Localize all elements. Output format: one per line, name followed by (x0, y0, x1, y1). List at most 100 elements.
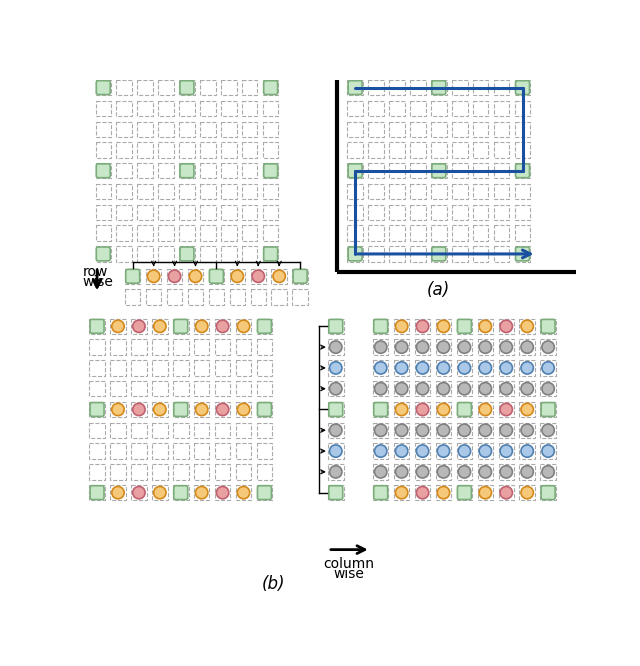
Bar (90, 444, 105, 459)
Circle shape (500, 320, 513, 332)
Bar (348, 204, 363, 220)
Bar (410, 204, 426, 220)
Bar (415, 381, 430, 396)
Bar (116, 121, 132, 137)
Bar (515, 226, 531, 241)
Bar (257, 381, 272, 396)
Bar (540, 318, 556, 334)
Bar (194, 422, 209, 438)
Bar (236, 444, 252, 459)
Bar (110, 485, 125, 500)
Bar (173, 464, 189, 480)
Bar (473, 80, 488, 95)
Bar (263, 184, 278, 199)
Bar (131, 340, 147, 355)
Bar (436, 464, 451, 480)
Bar (540, 381, 556, 396)
Circle shape (396, 404, 408, 416)
Bar (263, 143, 278, 158)
Bar (473, 226, 488, 241)
Bar (373, 402, 388, 417)
Bar (110, 402, 125, 417)
Circle shape (396, 382, 408, 395)
Bar (499, 444, 514, 459)
Bar (152, 402, 168, 417)
Circle shape (417, 382, 429, 395)
FancyBboxPatch shape (96, 81, 110, 95)
Circle shape (154, 320, 166, 332)
Bar (515, 184, 531, 199)
Bar (431, 204, 447, 220)
Circle shape (396, 341, 408, 353)
Bar (263, 163, 278, 178)
Circle shape (132, 486, 145, 499)
Bar (271, 268, 287, 284)
Circle shape (237, 320, 250, 332)
Bar (173, 340, 189, 355)
Bar (250, 289, 266, 305)
Bar (110, 444, 125, 459)
Circle shape (189, 270, 202, 282)
Bar (389, 80, 404, 95)
Bar (452, 101, 467, 116)
Bar (158, 163, 174, 178)
Bar (110, 464, 125, 480)
Circle shape (112, 320, 124, 332)
FancyBboxPatch shape (458, 320, 472, 333)
Bar (473, 143, 488, 158)
Bar (152, 340, 168, 355)
Bar (131, 402, 147, 417)
Bar (158, 101, 174, 116)
Bar (473, 204, 488, 220)
Bar (328, 318, 344, 334)
FancyBboxPatch shape (96, 247, 110, 261)
Bar (263, 246, 278, 262)
Bar (257, 402, 272, 417)
Circle shape (437, 362, 450, 374)
Bar (328, 360, 344, 376)
Bar (131, 318, 147, 334)
Bar (499, 340, 514, 355)
Bar (452, 163, 467, 178)
FancyBboxPatch shape (458, 402, 472, 416)
Circle shape (500, 486, 513, 499)
Bar (250, 268, 266, 284)
Bar (457, 464, 472, 480)
Circle shape (437, 341, 450, 353)
Bar (452, 246, 467, 262)
Bar (242, 80, 257, 95)
Bar (152, 464, 168, 480)
Bar (292, 289, 308, 305)
Bar (457, 360, 472, 376)
Circle shape (330, 445, 342, 458)
Bar (173, 485, 189, 500)
Bar (415, 360, 430, 376)
Bar (236, 464, 252, 480)
Bar (194, 464, 209, 480)
Bar (167, 268, 182, 284)
Circle shape (112, 486, 124, 499)
Bar (138, 143, 153, 158)
Bar (95, 143, 111, 158)
Bar (110, 422, 125, 438)
Bar (328, 381, 344, 396)
Bar (200, 226, 216, 241)
Bar (138, 80, 153, 95)
Bar (110, 381, 125, 396)
Bar (221, 226, 237, 241)
Bar (452, 143, 467, 158)
Bar (540, 464, 556, 480)
Bar (95, 204, 111, 220)
Bar (138, 121, 153, 137)
Bar (173, 422, 189, 438)
Circle shape (417, 362, 429, 374)
Bar (394, 422, 410, 438)
Circle shape (374, 424, 387, 436)
Bar (194, 402, 209, 417)
Circle shape (216, 404, 229, 416)
Bar (215, 464, 230, 480)
Bar (116, 80, 132, 95)
Bar (328, 340, 344, 355)
Bar (457, 485, 472, 500)
Bar (236, 381, 252, 396)
